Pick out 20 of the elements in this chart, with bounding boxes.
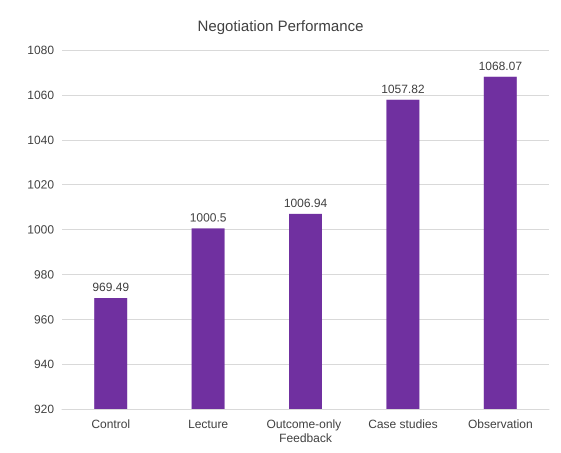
- y-tick-label: 920: [34, 402, 54, 416]
- data-label: 1068.07: [478, 58, 522, 73]
- x-tick-label: Observation: [468, 417, 533, 431]
- y-tick-label: 940: [34, 357, 54, 372]
- y-tick-label: 1040: [27, 132, 54, 147]
- x-tick-label: Case studies: [368, 417, 438, 431]
- y-tick-label: 1080: [27, 43, 54, 57]
- data-label: 969.49: [92, 280, 130, 294]
- x-tick-label: Outcome-only Feedback: [266, 417, 345, 445]
- data-label: 1000.5: [190, 210, 227, 224]
- y-tick-label: 960: [34, 312, 54, 326]
- y-tick-label: 1060: [27, 88, 54, 102]
- x-tick-label: Lecture: [188, 417, 228, 431]
- chart-title: Negotiation Performance: [198, 18, 364, 35]
- x-tick-label: Control: [91, 417, 130, 431]
- data-label: 1057.82: [381, 82, 425, 96]
- data-label: 1006.94: [284, 196, 328, 210]
- y-tick-label: 980: [34, 267, 54, 282]
- y-tick-label: 1000: [27, 222, 54, 236]
- y-tick-label: 1020: [27, 178, 54, 192]
